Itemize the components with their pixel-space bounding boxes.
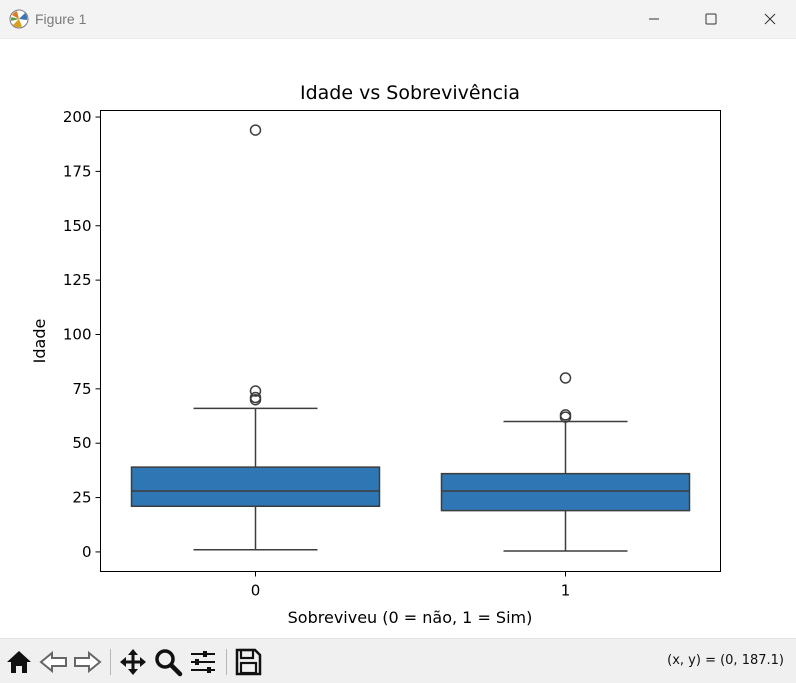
configure-subplots-button[interactable] — [188, 647, 218, 677]
minimize-button[interactable] — [631, 0, 677, 38]
close-button[interactable] — [747, 0, 793, 38]
y-tick-label: 125 — [63, 271, 92, 289]
y-tick-label: 75 — [72, 380, 91, 398]
zoom-icon — [155, 649, 183, 677]
outlier-point — [249, 385, 262, 397]
outlier-point — [249, 124, 262, 136]
y-tick-label: 100 — [63, 325, 92, 343]
close-icon — [764, 13, 776, 25]
outlier-point — [559, 409, 572, 421]
save-button[interactable] — [233, 647, 263, 677]
x-tick-label: 1 — [561, 582, 571, 600]
forward-button[interactable] — [72, 647, 102, 677]
y-axis-label: Idade — [30, 319, 49, 364]
pan-icon — [120, 649, 146, 675]
window-title: Figure 1 — [35, 11, 87, 27]
y-tick-label: 0 — [82, 543, 92, 561]
y-tick-label: 25 — [72, 489, 91, 507]
toolbar-separator — [110, 649, 111, 675]
configure-subplots-icon — [191, 651, 215, 673]
box-iqr — [130, 466, 381, 508]
home-button[interactable] — [4, 647, 34, 677]
save-icon — [235, 648, 262, 676]
back-arrow-icon — [39, 650, 67, 674]
maximize-button[interactable] — [688, 0, 734, 38]
back-button[interactable] — [39, 647, 69, 677]
chart-title: Idade vs Sobrevivência — [300, 82, 520, 104]
pan-button[interactable] — [118, 647, 148, 677]
box-iqr — [440, 472, 691, 512]
navigation-toolbar: (x, y) = (0, 187.1) — [0, 638, 796, 683]
zoom-button[interactable] — [153, 647, 183, 677]
y-tick-label: 200 — [63, 108, 92, 126]
window-titlebar: Figure 1 — [0, 0, 796, 39]
toolbar-separator — [226, 649, 227, 675]
x-tick-label: 0 — [251, 582, 261, 600]
matplotlib-icon — [9, 9, 29, 29]
coordinate-readout: (x, y) = (0, 187.1) — [667, 653, 784, 668]
boxplot-chart: Idade vs Sobrevivência 0 25 50 75 100 125 150 1… — [30, 82, 721, 627]
y-tick-label: 175 — [63, 162, 92, 180]
maximize-icon — [705, 13, 717, 25]
home-icon — [7, 651, 31, 673]
x-axis-label: Sobreviveu (0 = não, 1 = Sim) — [288, 608, 533, 627]
y-tick-label: 50 — [72, 434, 91, 452]
minimize-icon — [649, 18, 659, 20]
figure-canvas[interactable]: Idade vs Sobrevivência 0 25 50 75 100 125 150 1… — [0, 38, 796, 638]
outlier-point — [559, 372, 572, 384]
outlier-point — [249, 391, 262, 404]
forward-arrow-icon — [74, 650, 102, 674]
plot-frame — [100, 110, 721, 572]
y-tick-label: 150 — [63, 217, 92, 235]
